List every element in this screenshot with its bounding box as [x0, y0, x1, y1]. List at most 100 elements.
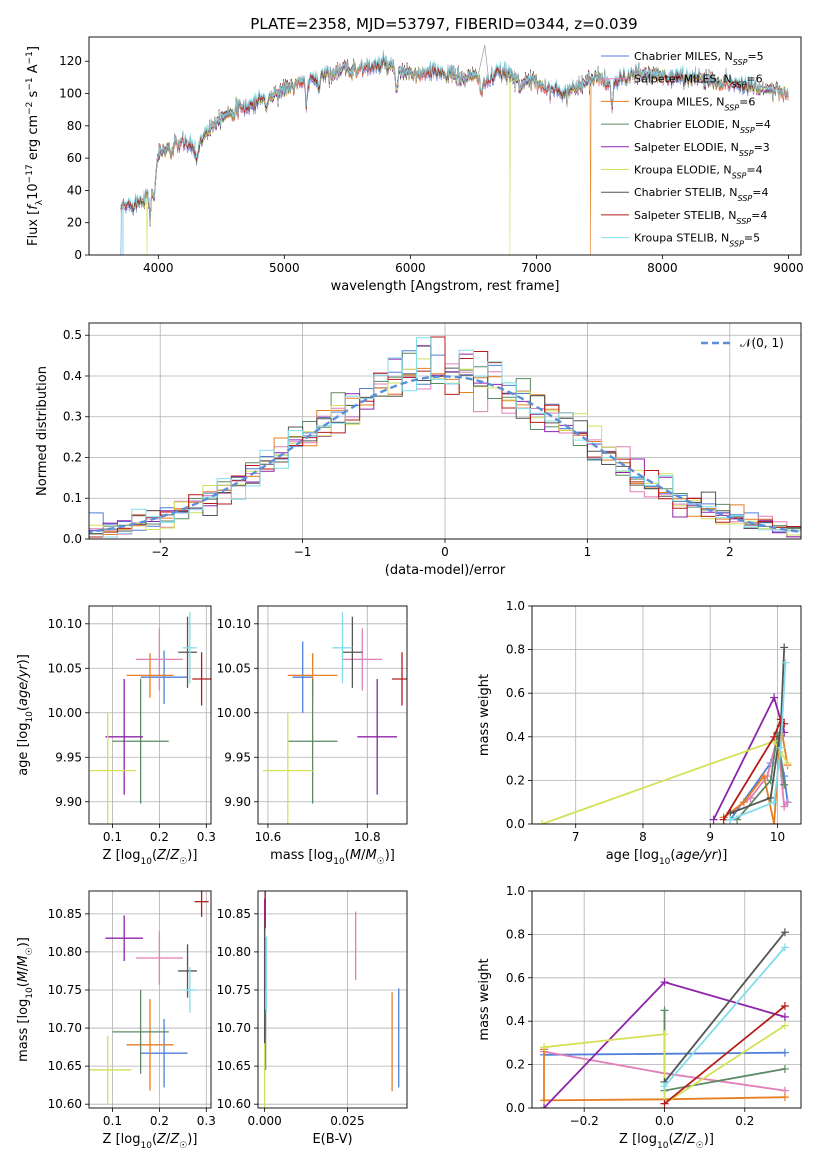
y-tick-label: 60 [67, 151, 82, 165]
y-tick-label: 10.00 [217, 706, 251, 720]
x-axis-label: wavelength [Angstrom, rest frame] [331, 279, 560, 294]
legend-label: Salpeter MILES, NSSP=6 [634, 73, 763, 90]
x-tick-label: 0.2 [150, 1114, 169, 1128]
axes-frame [88, 605, 212, 825]
x-tick-label: −2 [151, 545, 169, 559]
weight-line [663, 931, 786, 1083]
weight-line [663, 1010, 786, 1092]
y-tick-label: 10.00 [48, 706, 82, 720]
y-tick-label: 0.0 [506, 817, 525, 831]
chart-panel-3: 10.6 10.8 9.90 9.95 10.00 10.05 10.10 mass [log… [217, 605, 408, 867]
y-axis-label: Normed distribution [35, 366, 50, 496]
y-tick-label: 0.4 [506, 1014, 525, 1028]
weight-marker [780, 1064, 789, 1073]
weight-marker [770, 820, 779, 824]
weight-marker [660, 1030, 669, 1039]
y-tick-label: 0.1 [63, 491, 82, 505]
y-tick-label: 10.65 [48, 1059, 82, 1073]
legend: 𝒩(0, 1) [701, 336, 784, 350]
y-axis-label: mass weight [477, 674, 492, 756]
y-tick-label: 10.70 [48, 1021, 82, 1035]
axes-frame [88, 322, 802, 540]
x-tick-label: 0.1 [103, 830, 122, 844]
axes-frame [257, 605, 408, 825]
weight-marker [660, 978, 669, 987]
x-tick-label: 4000 [143, 261, 174, 275]
x-tick-label: 0.2 [735, 1114, 754, 1128]
y-tick-label: 10.75 [217, 983, 251, 997]
y-tick-label: 9.95 [224, 750, 251, 764]
weight-line [663, 1005, 786, 1105]
plot-area [538, 643, 792, 824]
weight-marker [780, 802, 789, 811]
y-tick-label: 10.80 [217, 945, 251, 959]
x-axis-label: E(B-V) [312, 1132, 352, 1147]
legend-label: Kroupa ELODIE, NSSP=4 [634, 164, 763, 181]
histogram-step [89, 336, 801, 538]
x-tick-label: 7 [572, 830, 580, 844]
weight-marker [780, 1002, 789, 1011]
normal-curve [89, 375, 801, 534]
y-tick-label: 9.90 [224, 795, 251, 809]
chart-title: PLATE=2358, MJD=53797, FIBERID=0344, z=0… [250, 15, 637, 33]
y-tick-label: 10.10 [217, 617, 251, 631]
plot-area [89, 891, 209, 1105]
chart-panel-5: 0.1 0.2 0.3 10.60 10.65 10.70 10.75 10.80 10.85 Z… [16, 890, 216, 1151]
spectrum-line [120, 49, 789, 255]
legend-label: Kroupa STELIB, NSSP=5 [634, 232, 760, 249]
legend-label: Salpeter STELIB, NSSP=4 [634, 209, 767, 226]
y-tick-label: 0.2 [63, 450, 82, 464]
x-tick-label: 0.3 [197, 1114, 216, 1128]
weight-marker [770, 798, 779, 807]
weight-marker [780, 1012, 789, 1021]
y-tick-label: 80 [67, 119, 82, 133]
x-tick-label: 10.6 [255, 830, 282, 844]
weight-marker [540, 1096, 549, 1105]
y-tick-label: 9.95 [55, 750, 82, 764]
weight-marker [776, 715, 785, 724]
weight-marker [660, 1099, 669, 1108]
histogram-step [89, 337, 801, 538]
y-tick-label: 10.70 [217, 1021, 251, 1035]
y-tick-label: 10.60 [48, 1097, 82, 1111]
x-tick-label: 9000 [773, 261, 804, 275]
weight-marker [780, 1093, 789, 1102]
plot-area [262, 612, 407, 824]
y-tick-label: 10.05 [217, 661, 251, 675]
weight-marker [783, 758, 792, 767]
x-tick-label: 5000 [269, 261, 300, 275]
y-tick-label: 0.4 [506, 730, 525, 744]
y-tick-label: 0.0 [63, 532, 82, 546]
x-axis-label: Z [log10(Z/Z☉)] [619, 1132, 714, 1151]
weight-marker [780, 780, 789, 789]
weight-marker [660, 1082, 669, 1091]
weight-marker [770, 732, 779, 741]
y-tick-label: 0.8 [506, 927, 525, 941]
y-tick-label: 0.4 [63, 369, 82, 383]
weight-marker [780, 643, 789, 652]
legend-label: Chabrier MILES, NSSP=5 [634, 50, 764, 67]
weight-marker [760, 772, 769, 781]
x-tick-label: 7000 [521, 261, 552, 275]
weight-marker [709, 815, 718, 824]
legend-label: 𝒩(0, 1) [740, 336, 784, 350]
chart-panel-6: 0.000 0.025 10.60 10.65 10.70 10.75 10.80 10.85… [217, 890, 408, 1147]
axes-frame [88, 890, 212, 1109]
y-tick-label: 40 [67, 183, 82, 197]
x-tick-label: 8000 [647, 261, 678, 275]
observed-spectrum [478, 44, 489, 78]
axes-frame [88, 36, 802, 256]
weight-marker [766, 793, 775, 802]
plot-area [540, 928, 789, 1108]
x-tick-label: 0.2 [150, 830, 169, 844]
y-tick-label: 9.90 [55, 795, 82, 809]
axes-frame [531, 605, 802, 825]
x-tick-label: 1 [584, 545, 592, 559]
x-axis-label: age [log10(age/yr)] [606, 848, 728, 867]
chart-panel-7: −0.2 0.0 0.2 0.0 0.2 0.4 0.6 0.8 1.0 Z [log10(Z/Z… [477, 884, 802, 1151]
chart-panel-4: 7 8 9 10 0.0 0.2 0.4 0.6 0.8 1.0 age [log10(age/yr… [477, 599, 802, 867]
y-tick-label: 10.85 [48, 907, 82, 921]
weight-line [543, 1049, 785, 1102]
weight-marker [780, 928, 789, 937]
